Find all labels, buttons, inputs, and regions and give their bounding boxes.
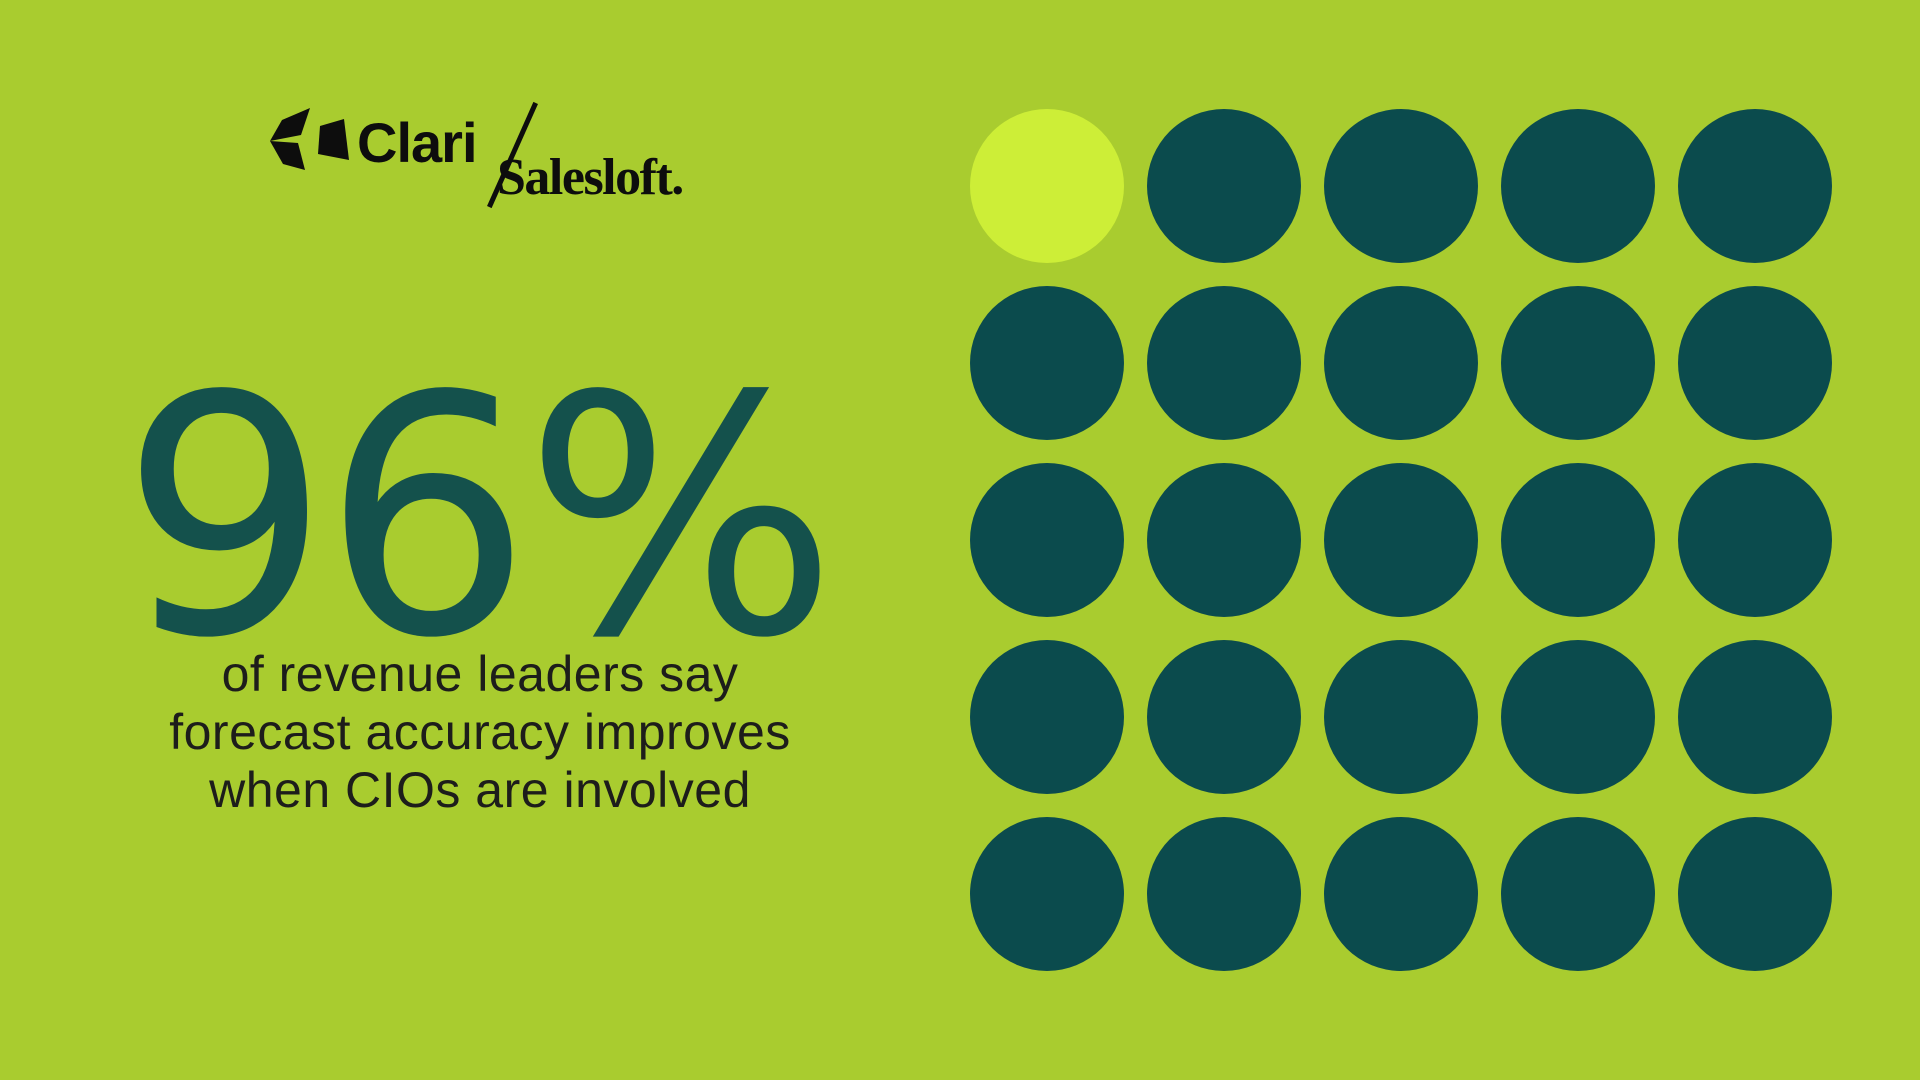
dot-dark — [970, 286, 1124, 440]
dot-dark — [1501, 640, 1655, 794]
dot-grid — [970, 109, 1832, 971]
dot-dark — [1147, 817, 1301, 971]
dot-dark — [1324, 817, 1478, 971]
stat-description-line-2: forecast accuracy improves — [169, 704, 791, 760]
dot-dark — [1501, 463, 1655, 617]
dot-dark — [1678, 109, 1832, 263]
dot-dark — [1147, 463, 1301, 617]
dot-dark — [1678, 286, 1832, 440]
stat-description-line-1: of revenue leaders say — [221, 646, 739, 702]
dot-dark — [1501, 286, 1655, 440]
dot-dark — [1147, 640, 1301, 794]
dot-dark — [1324, 109, 1478, 263]
dot-dark — [1324, 640, 1478, 794]
stat-value: 96% — [120, 326, 837, 710]
dot-dark — [1501, 817, 1655, 971]
dot-dark — [970, 817, 1124, 971]
dot-dark — [1324, 286, 1478, 440]
stat-description: of revenue leaders say forecast accuracy… — [110, 645, 850, 819]
dot-dark — [1324, 463, 1478, 617]
dot-dark — [970, 463, 1124, 617]
clari-wordmark: Clari — [357, 111, 477, 174]
dot-highlight — [970, 109, 1124, 263]
dot-dark — [970, 640, 1124, 794]
dot-dark — [1678, 817, 1832, 971]
dot-dark — [1678, 640, 1832, 794]
stat-description-line-3: when CIOs are involved — [209, 762, 751, 818]
dot-dark — [1147, 286, 1301, 440]
clari-logo-icon — [270, 108, 349, 170]
dot-dark — [1147, 109, 1301, 263]
dot-dark — [1678, 463, 1832, 617]
dot-dark — [1501, 109, 1655, 263]
salesloft-wordmark: Salesloft. — [497, 149, 684, 206]
